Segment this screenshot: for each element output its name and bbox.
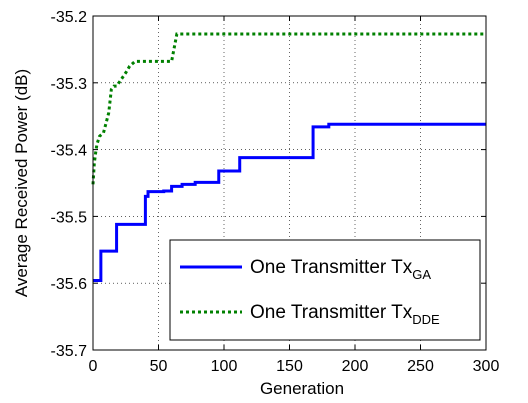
- x-tick-label: 300: [473, 358, 500, 375]
- legend-box: [169, 239, 481, 341]
- series-line-dde: [91, 32, 486, 185]
- y-tick-label: -35.5: [51, 209, 88, 226]
- legend-label-dde-main: One Transmitter Tx: [250, 302, 413, 323]
- y-axis-label: Average Received Power (dB): [12, 69, 31, 297]
- x-tick-label: 200: [342, 358, 369, 375]
- x-tick-label: 50: [150, 358, 168, 375]
- y-tick-label: -35.6: [51, 276, 88, 293]
- legend: One Transmitter TxGA One Transmitter TxD…: [169, 239, 481, 341]
- legend-label-dde-sub: DDE: [412, 312, 440, 327]
- series-line-ga: [93, 122, 486, 283]
- y-tick-label: -35.3: [51, 76, 88, 93]
- x-tick-label: 150: [276, 358, 303, 375]
- y-tick-label: -35.7: [51, 343, 88, 360]
- y-tick-label: -35.4: [51, 143, 88, 160]
- x-tick-label: 0: [89, 358, 98, 375]
- x-tick-label: 100: [211, 358, 238, 375]
- legend-label-ga-main: One Transmitter Tx: [250, 257, 413, 278]
- legend-label-dde: One Transmitter TxDDE: [250, 302, 440, 327]
- legend-label-ga-sub: GA: [412, 267, 431, 282]
- ticks: 0 50 100 150 200 250 300 -35.7 -35.6 -35.5 -35.4 -3…: [51, 9, 500, 375]
- series-group: [91, 32, 486, 283]
- legend-label-ga: One Transmitter TxGA: [250, 257, 431, 282]
- x-axis-label: Generation: [260, 379, 344, 398]
- y-tick-label: -35.2: [51, 9, 88, 26]
- x-tick-label: 250: [407, 358, 434, 375]
